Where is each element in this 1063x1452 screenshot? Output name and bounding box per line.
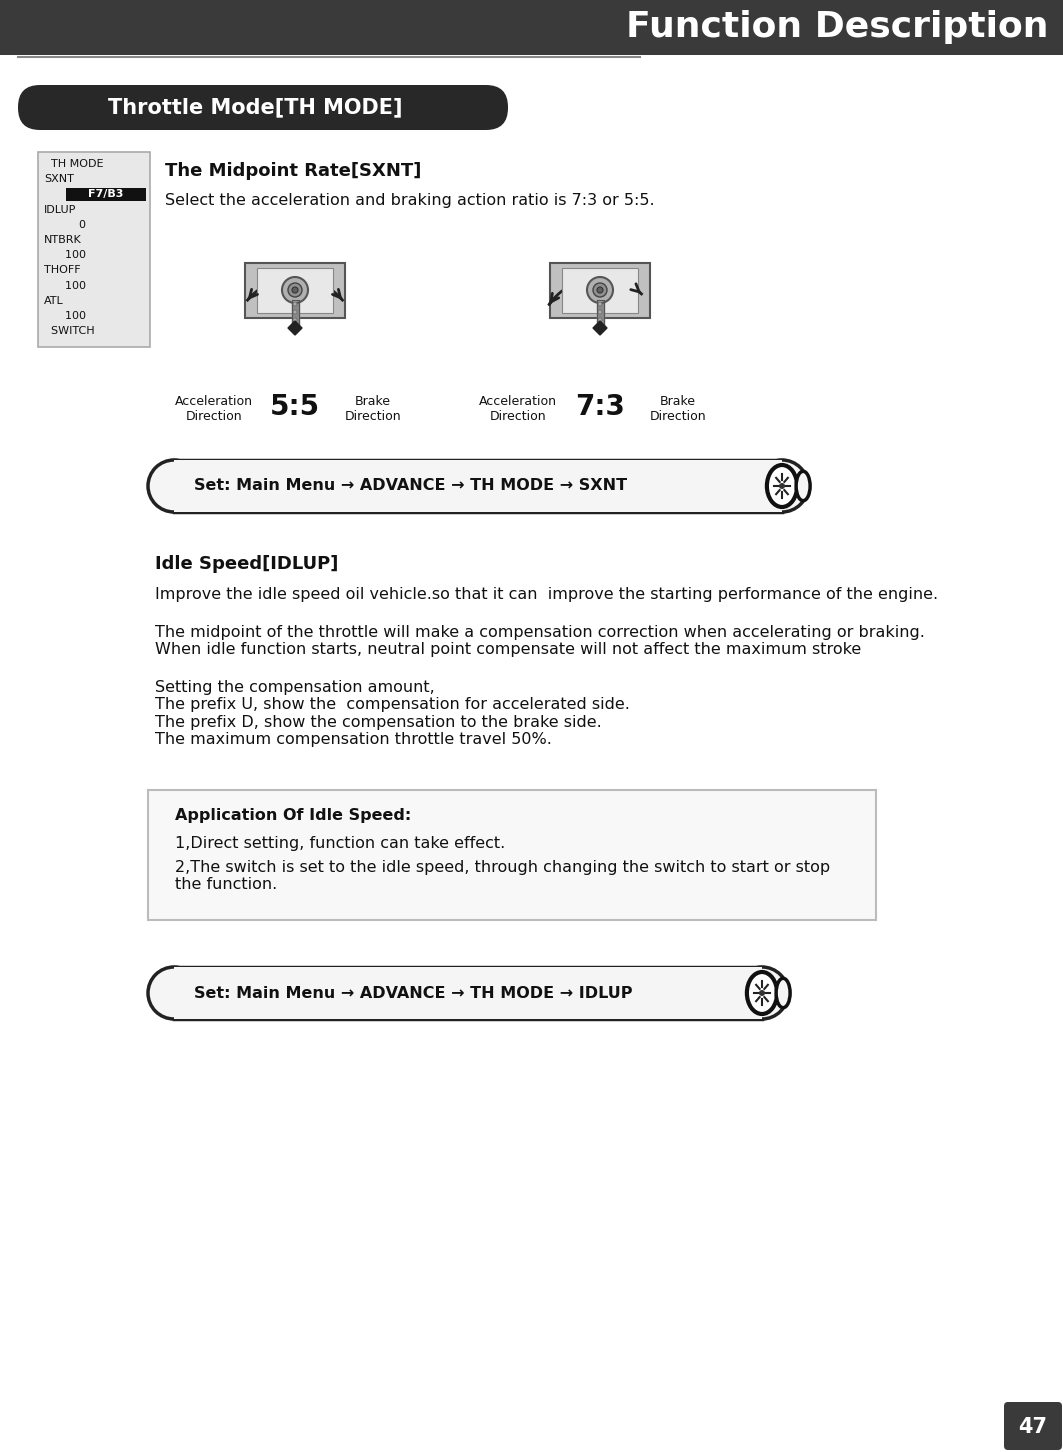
- Circle shape: [779, 484, 784, 489]
- Text: Application Of Idle Speed:: Application Of Idle Speed:: [175, 807, 411, 823]
- Text: THOFF: THOFF: [44, 266, 81, 276]
- Circle shape: [292, 287, 298, 293]
- Circle shape: [759, 990, 765, 996]
- Text: ATL: ATL: [44, 296, 64, 306]
- Circle shape: [288, 283, 302, 298]
- FancyBboxPatch shape: [562, 267, 638, 312]
- FancyBboxPatch shape: [18, 86, 508, 131]
- Text: 100: 100: [44, 250, 86, 260]
- Polygon shape: [174, 460, 782, 513]
- Circle shape: [598, 318, 602, 322]
- FancyBboxPatch shape: [632, 269, 649, 311]
- Text: The Midpoint Rate[SXNT]: The Midpoint Rate[SXNT]: [165, 163, 421, 180]
- Text: 100: 100: [44, 311, 86, 321]
- FancyBboxPatch shape: [148, 790, 876, 921]
- Text: Acceleration
Direction: Acceleration Direction: [479, 395, 557, 423]
- Text: NTBRK: NTBRK: [44, 235, 82, 245]
- Circle shape: [597, 287, 603, 293]
- Text: TH MODE: TH MODE: [44, 160, 103, 168]
- Polygon shape: [288, 321, 302, 335]
- Text: Improve the idle speed oil vehicle.so that it can  improve the starting performa: Improve the idle speed oil vehicle.so th…: [155, 587, 939, 603]
- Text: Brake
Direction: Brake Direction: [344, 395, 402, 423]
- Text: 0: 0: [44, 219, 86, 229]
- Circle shape: [333, 285, 343, 295]
- Polygon shape: [593, 321, 607, 335]
- Text: SWITCH: SWITCH: [44, 327, 95, 337]
- Circle shape: [552, 285, 562, 295]
- Text: 7:3: 7:3: [575, 393, 625, 421]
- Text: Setting the compensation amount,
The prefix U, show the  compensation for accele: Setting the compensation amount, The pre…: [155, 680, 630, 748]
- FancyBboxPatch shape: [1003, 1403, 1062, 1451]
- Circle shape: [638, 285, 648, 295]
- Text: The midpoint of the throttle will make a compensation correction when accelerati: The midpoint of the throttle will make a…: [155, 624, 925, 658]
- FancyBboxPatch shape: [550, 263, 649, 318]
- Circle shape: [148, 967, 200, 1019]
- FancyBboxPatch shape: [244, 269, 263, 311]
- Text: 47: 47: [1018, 1417, 1047, 1437]
- Circle shape: [293, 318, 297, 322]
- Ellipse shape: [776, 979, 790, 1008]
- FancyBboxPatch shape: [66, 187, 146, 200]
- FancyBboxPatch shape: [327, 269, 345, 311]
- Text: Idle Speed[IDLUP]: Idle Speed[IDLUP]: [155, 555, 338, 574]
- Polygon shape: [596, 301, 604, 328]
- Circle shape: [293, 309, 297, 314]
- FancyBboxPatch shape: [0, 0, 1063, 55]
- FancyBboxPatch shape: [174, 967, 762, 1019]
- Circle shape: [148, 460, 200, 513]
- Circle shape: [756, 460, 808, 513]
- Circle shape: [282, 277, 308, 303]
- FancyBboxPatch shape: [174, 460, 782, 513]
- Circle shape: [587, 277, 613, 303]
- Text: Set: Main Menu → ADVANCE → TH MODE → IDLUP: Set: Main Menu → ADVANCE → TH MODE → IDL…: [195, 986, 632, 1000]
- Circle shape: [598, 302, 602, 306]
- Text: Brake
Direction: Brake Direction: [649, 395, 706, 423]
- Text: 100: 100: [44, 280, 86, 290]
- FancyBboxPatch shape: [38, 152, 150, 347]
- Text: Acceleration
Direction: Acceleration Direction: [175, 395, 253, 423]
- Text: 2,The switch is set to the idle speed, through changing the switch to start or s: 2,The switch is set to the idle speed, t…: [175, 860, 830, 893]
- Polygon shape: [174, 967, 762, 1019]
- FancyBboxPatch shape: [550, 269, 568, 311]
- Text: F7/B3: F7/B3: [88, 189, 123, 199]
- Ellipse shape: [766, 465, 797, 507]
- Text: Function Description: Function Description: [625, 10, 1048, 45]
- Text: SXNT: SXNT: [44, 174, 73, 184]
- Ellipse shape: [796, 472, 810, 501]
- Circle shape: [736, 967, 788, 1019]
- Circle shape: [593, 283, 607, 298]
- Circle shape: [247, 285, 257, 295]
- Text: IDLUP: IDLUP: [44, 205, 77, 215]
- Text: 5:5: 5:5: [270, 393, 320, 421]
- Text: Throttle Mode[TH MODE]: Throttle Mode[TH MODE]: [107, 97, 402, 118]
- Circle shape: [598, 309, 602, 314]
- Circle shape: [293, 302, 297, 306]
- FancyBboxPatch shape: [257, 267, 333, 312]
- Text: 1,Direct setting, function can take effect.: 1,Direct setting, function can take effe…: [175, 836, 505, 851]
- Text: Select the acceleration and braking action ratio is 7:3 or 5:5.: Select the acceleration and braking acti…: [165, 193, 655, 208]
- FancyBboxPatch shape: [244, 263, 345, 318]
- Ellipse shape: [747, 971, 777, 1013]
- Text: Set: Main Menu → ADVANCE → TH MODE → SXNT: Set: Main Menu → ADVANCE → TH MODE → SXN…: [195, 479, 627, 494]
- Polygon shape: [291, 301, 299, 328]
